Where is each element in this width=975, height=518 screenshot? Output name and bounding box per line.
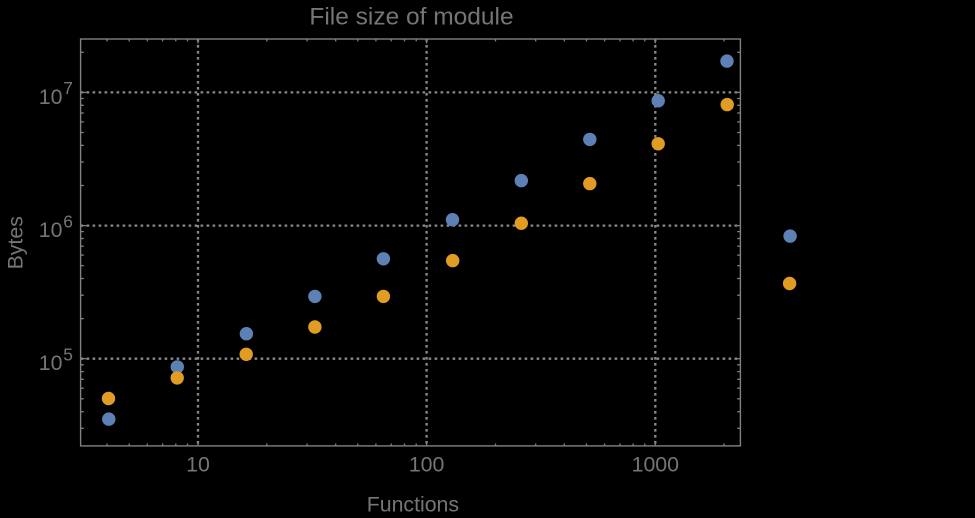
svg-text:100: 100 — [409, 453, 445, 477]
svg-text:Bytes: Bytes — [3, 216, 27, 269]
svg-text:Functions: Functions — [367, 493, 459, 514]
svg-text:5: 5 — [63, 345, 73, 365]
svg-text:6: 6 — [63, 211, 73, 231]
svg-text:10: 10 — [186, 453, 210, 477]
svg-text:10: 10 — [39, 351, 63, 375]
svg-text:10: 10 — [39, 85, 63, 109]
svg-text:7: 7 — [63, 78, 73, 98]
svg-text:1000: 1000 — [632, 453, 680, 477]
svg-text:10: 10 — [39, 218, 63, 242]
svg-text:File size of module: File size of module — [309, 4, 513, 31]
